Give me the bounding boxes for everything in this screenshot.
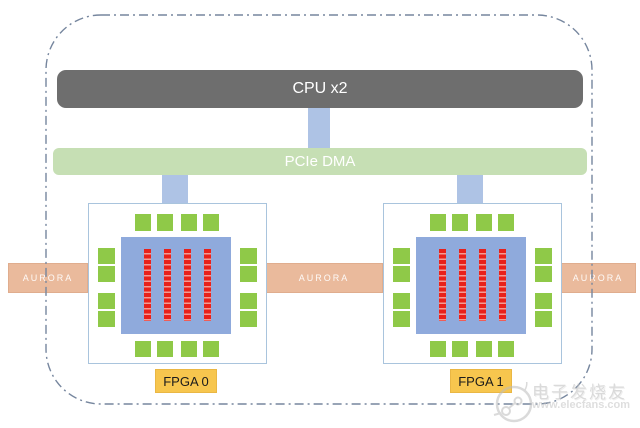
pin-block <box>240 248 257 264</box>
pin-block <box>393 266 410 282</box>
pin-block <box>393 311 410 327</box>
fpga1-box <box>383 203 562 364</box>
pin-block <box>135 214 151 231</box>
pin-block <box>393 248 410 264</box>
pin-block <box>535 266 552 282</box>
pin-block <box>157 214 173 231</box>
pin-block <box>240 266 257 282</box>
pin-block <box>498 214 514 231</box>
pin-block <box>535 311 552 327</box>
memory-column <box>439 249 446 321</box>
memory-column <box>459 249 466 321</box>
memory-column <box>164 249 171 321</box>
pin-block <box>98 311 115 327</box>
memory-column <box>204 249 211 321</box>
pcie-fpga1-connector <box>457 175 483 204</box>
memory-column <box>479 249 486 321</box>
pin-block <box>535 248 552 264</box>
pin-block <box>240 293 257 309</box>
pin-block <box>393 293 410 309</box>
pin-block <box>240 311 257 327</box>
pin-block <box>135 341 151 357</box>
pin-block <box>203 341 219 357</box>
cpu-block: CPU x2 <box>57 70 583 108</box>
pin-block <box>98 248 115 264</box>
cpu-pcie-connector <box>308 108 330 148</box>
pin-block <box>203 214 219 231</box>
pin-block <box>498 341 514 357</box>
memory-column <box>499 249 506 321</box>
magnifier-logo-icon <box>493 382 533 423</box>
memory-column <box>184 249 191 321</box>
pin-block <box>430 214 446 231</box>
pin-block <box>98 293 115 309</box>
pin-block <box>535 293 552 309</box>
pcie-dma-block: PCIe DMA <box>53 148 587 175</box>
fpga-die <box>416 237 526 334</box>
fpga-die <box>121 237 231 334</box>
pin-block <box>157 341 173 357</box>
memory-column <box>144 249 151 321</box>
pin-block <box>452 341 468 357</box>
pcie-fpga0-connector <box>162 175 188 204</box>
pin-block <box>181 341 197 357</box>
pin-block <box>476 341 492 357</box>
watermark-site-url: www.elecfans.com <box>532 399 631 411</box>
aurora-link-left: AURORA <box>8 263 88 293</box>
aurora-link-right: AURORA <box>560 263 636 293</box>
aurora-link-middle: AURORA <box>265 263 383 293</box>
pin-block <box>476 214 492 231</box>
fpga0-box <box>88 203 267 364</box>
pin-block <box>452 214 468 231</box>
elecfans-watermark: 电子发烧友 www.elecfans.com <box>492 372 640 428</box>
pin-block <box>181 214 197 231</box>
fpga0-label: FPGA 0 <box>155 369 217 393</box>
pin-block <box>430 341 446 357</box>
pin-block <box>98 266 115 282</box>
